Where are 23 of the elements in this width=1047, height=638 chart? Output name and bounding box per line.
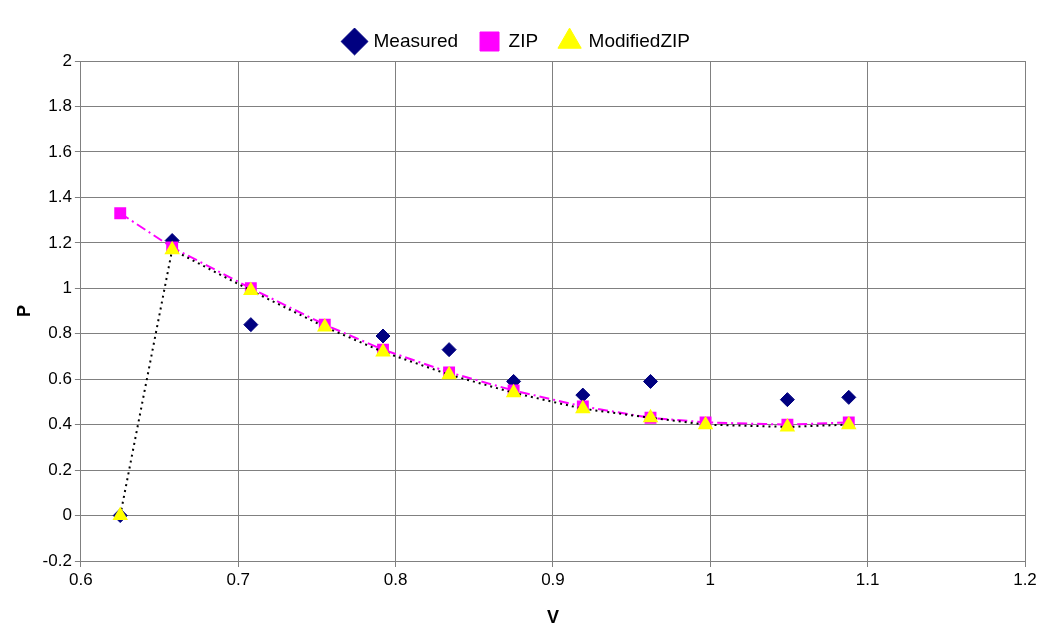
legend-label: ZIP [508,29,539,51]
x-tick-label: 1.2 [1013,569,1037,589]
y-tick-label: -0.2 [42,550,72,570]
y-tick-label: 0.2 [48,459,72,479]
y-tick-label: 0 [62,505,72,525]
y-tick-label: 0.4 [48,414,72,434]
legend-label: Measured [373,29,459,51]
y-tick-label: 1.2 [48,232,72,252]
x-tick-label: 0.9 [541,569,565,589]
y-tick-label: 1.8 [48,96,72,116]
x-axis-title: V [546,607,559,628]
x-tick-label: 1.1 [855,569,880,589]
x-tick-label: 0.7 [226,569,251,589]
y-tick-label: 2 [62,50,72,70]
x-tick-label: 1 [705,569,716,589]
y-tick-label: 0.8 [48,323,72,343]
legend-label: ModifiedZIP [588,29,690,51]
y-tick-label: 1 [62,277,72,297]
x-tick-label: 0.8 [383,569,408,589]
y-tick-label: 0.6 [48,368,72,388]
y-tick-label: 1.6 [48,141,72,161]
y-axis-title: P [13,304,34,318]
y-tick-label: 1.4 [48,187,72,207]
